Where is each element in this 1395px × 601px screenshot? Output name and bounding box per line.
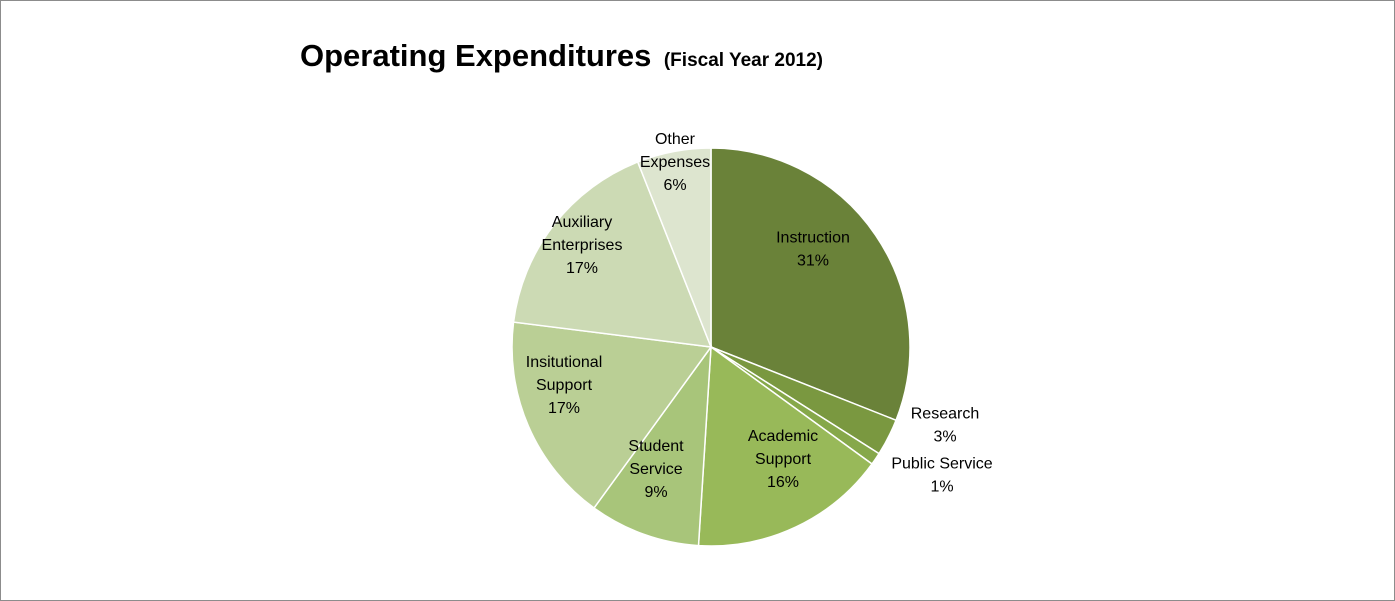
data-label-other-expenses: Other Expenses 6%	[640, 131, 710, 194]
pie-slice-other-expenses	[636, 147, 712, 348]
pie-slice-auxiliary-enterprises	[512, 160, 713, 348]
data-label-instruction: Instruction 31%	[776, 230, 850, 270]
chart-subtitle: (Fiscal Year 2012)	[663, 50, 824, 71]
pie-slice-student-service	[592, 344, 712, 547]
data-label-research: Research 3%	[911, 406, 979, 446]
data-label-auxiliary-enterprises: Auxiliary Enterprises 17%	[542, 214, 623, 277]
data-labels: Instruction 31% Research 3% Public Service 1%…	[526, 131, 993, 501]
chart-title: Operating Expenditures	[300, 38, 652, 73]
pie-slice-instruction	[710, 147, 911, 422]
chart-title-block: Operating Expenditures (Fiscal Year 2012…	[300, 38, 823, 74]
data-label-insitutional-support: Insitutional Support 17%	[526, 354, 603, 417]
data-label-public-service: Public Service 1%	[891, 456, 992, 496]
data-label-academic-support: Academic Support 16%	[748, 428, 818, 491]
pie-slices	[511, 147, 911, 547]
pie-slice-academic-support	[697, 345, 874, 547]
data-label-student-service: Student Service 9%	[628, 438, 684, 501]
pie-slice-insitutional-support	[511, 321, 713, 510]
